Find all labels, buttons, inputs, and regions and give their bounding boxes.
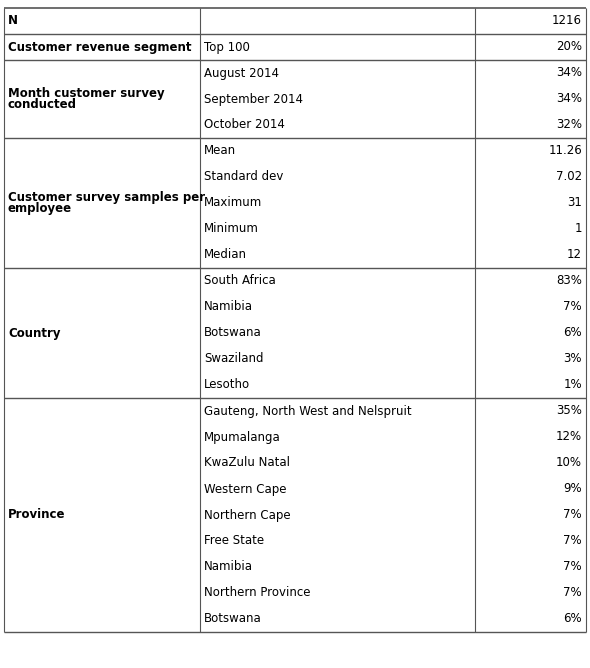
Text: 7%: 7% [563,508,582,522]
Text: Lesotho: Lesotho [204,379,250,391]
Text: Month customer survey: Month customer survey [8,87,165,100]
Text: 7.02: 7.02 [556,170,582,184]
Text: October 2014: October 2014 [204,118,285,132]
Text: Botswana: Botswana [204,327,262,339]
Text: August 2014: August 2014 [204,67,279,79]
Text: Customer revenue segment: Customer revenue segment [8,41,192,53]
Text: Standard dev: Standard dev [204,170,283,184]
Text: 10%: 10% [556,456,582,470]
Text: Northern Province: Northern Province [204,587,310,599]
Text: 9%: 9% [563,482,582,496]
Text: 12%: 12% [556,430,582,444]
Text: Top 100: Top 100 [204,41,250,53]
Text: Country: Country [8,327,61,339]
Text: Northern Cape: Northern Cape [204,508,291,522]
Text: Botswana: Botswana [204,613,262,625]
Text: Namibia: Namibia [204,301,253,313]
Text: 34%: 34% [556,67,582,79]
Text: Province: Province [8,508,65,522]
Text: employee: employee [8,202,72,215]
Text: 20%: 20% [556,41,582,53]
Text: 83%: 83% [556,275,582,287]
Text: Gauteng, North West and Nelspruit: Gauteng, North West and Nelspruit [204,405,412,418]
Text: 7%: 7% [563,587,582,599]
Text: N: N [8,15,18,27]
Text: Customer survey samples per: Customer survey samples per [8,191,205,204]
Text: 1: 1 [575,222,582,236]
Text: 12: 12 [567,248,582,261]
Text: KwaZulu Natal: KwaZulu Natal [204,456,290,470]
Text: conducted: conducted [8,98,77,111]
Text: 3%: 3% [563,353,582,365]
Text: 31: 31 [567,196,582,210]
Text: Namibia: Namibia [204,560,253,574]
Text: September 2014: September 2014 [204,92,303,106]
Text: Maximum: Maximum [204,196,262,210]
Text: 6%: 6% [563,327,582,339]
Text: 7%: 7% [563,301,582,313]
Text: South Africa: South Africa [204,275,276,287]
Text: Free State: Free State [204,534,264,548]
Text: 1216: 1216 [552,15,582,27]
Text: 7%: 7% [563,560,582,574]
Text: 6%: 6% [563,613,582,625]
Text: Mpumalanga: Mpumalanga [204,430,281,444]
Text: 1%: 1% [563,379,582,391]
Text: 7%: 7% [563,534,582,548]
Text: Minimum: Minimum [204,222,259,236]
Text: 32%: 32% [556,118,582,132]
Text: Western Cape: Western Cape [204,482,287,496]
Text: Median: Median [204,248,247,261]
Text: Mean: Mean [204,144,236,158]
Text: 35%: 35% [556,405,582,418]
Text: 11.26: 11.26 [548,144,582,158]
Text: Swaziland: Swaziland [204,353,264,365]
Text: 34%: 34% [556,92,582,106]
